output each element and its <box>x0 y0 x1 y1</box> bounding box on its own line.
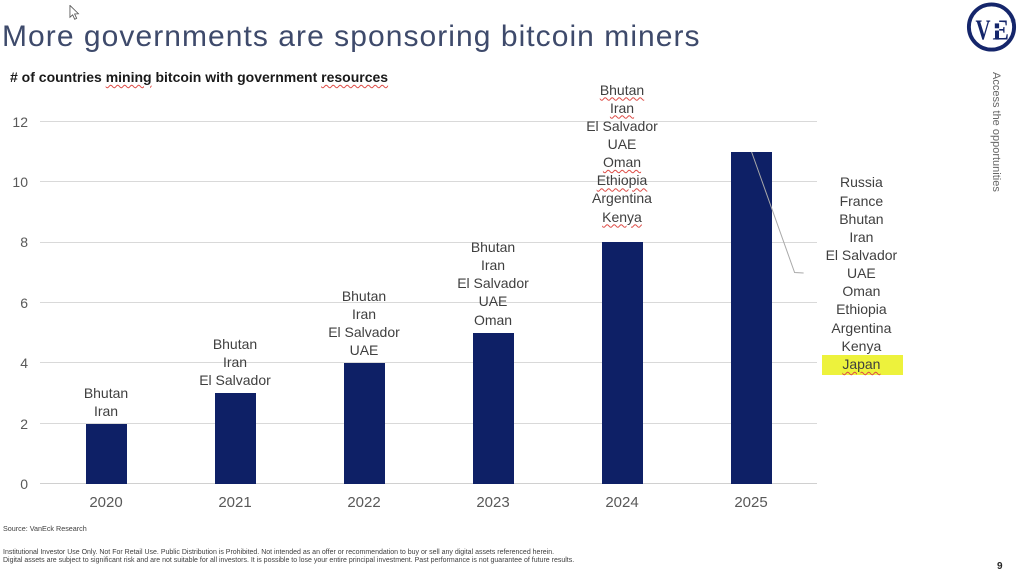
svg-text:®: ® <box>1011 18 1017 26</box>
svg-text:V: V <box>976 15 991 47</box>
